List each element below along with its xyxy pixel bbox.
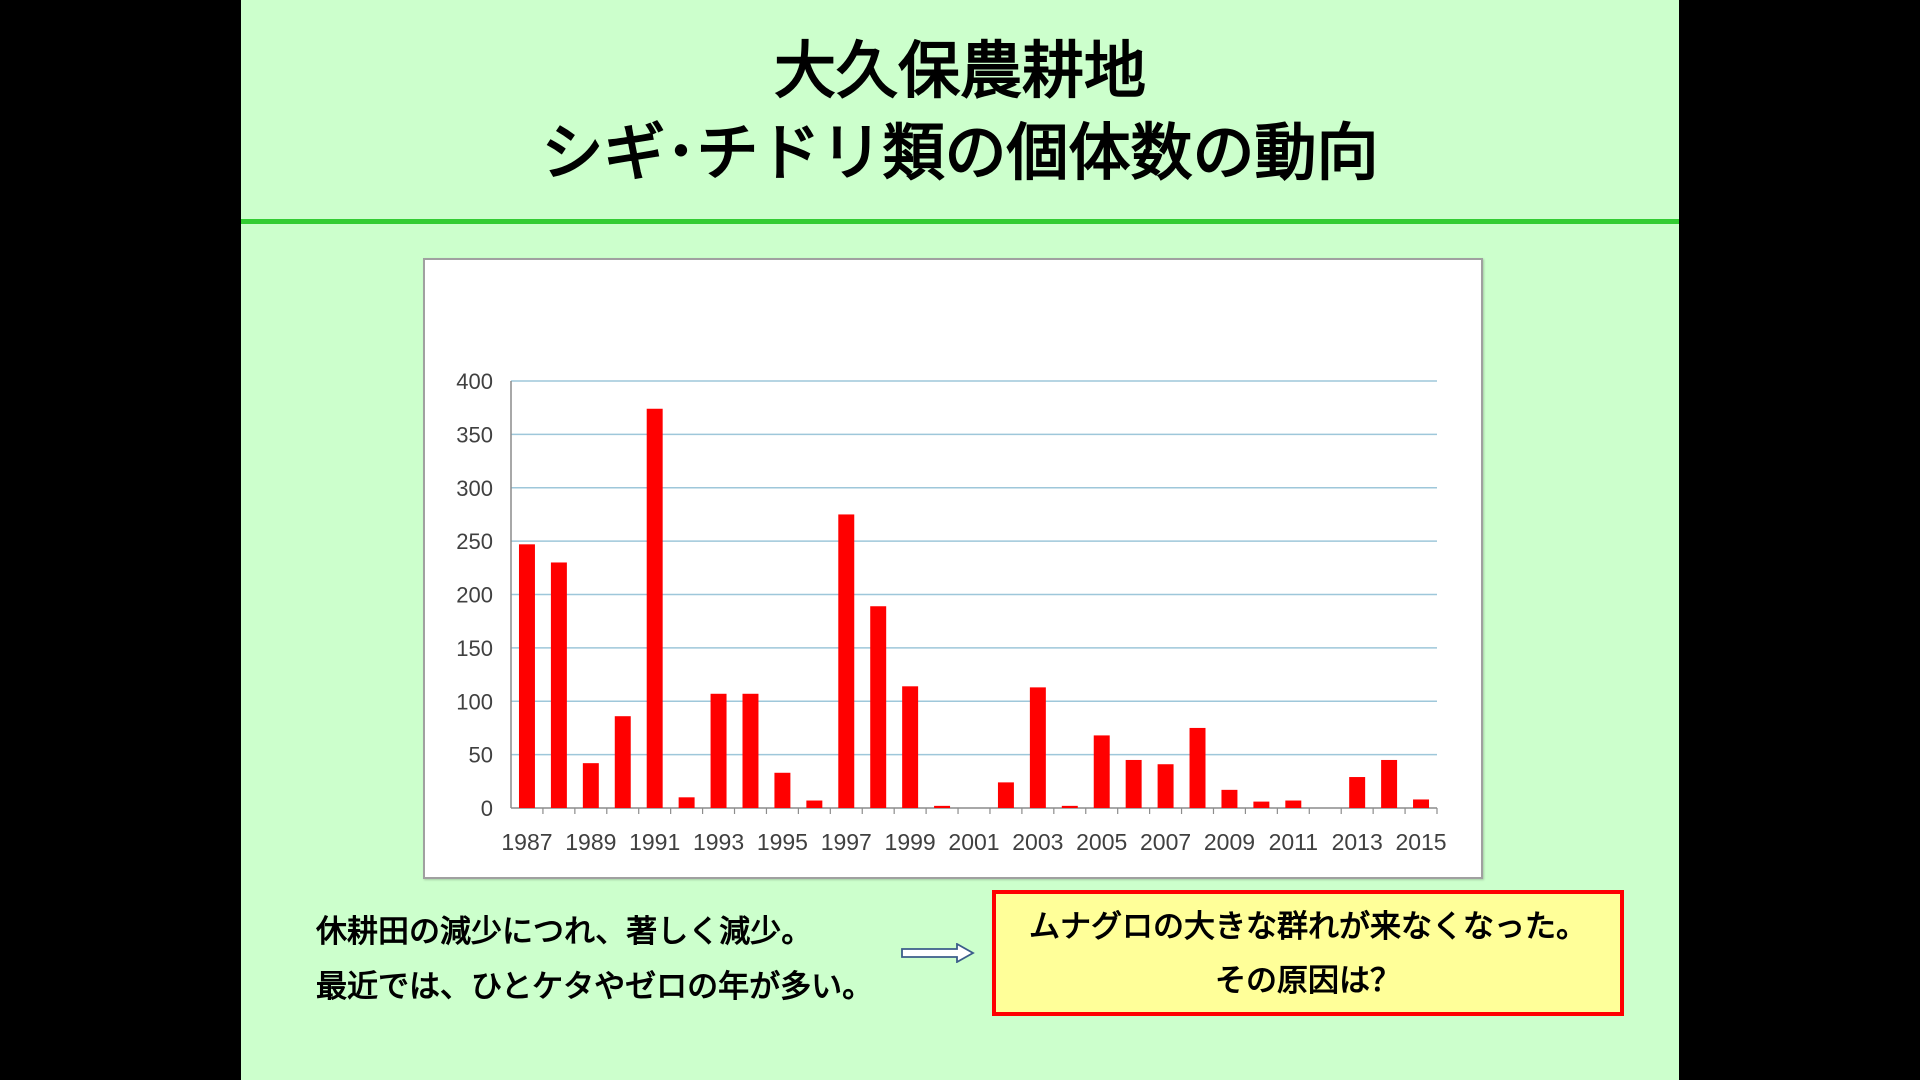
x-tick-label: 1997 xyxy=(821,829,872,855)
bar-2005 xyxy=(1093,735,1110,808)
x-tick-label: 2007 xyxy=(1140,829,1191,855)
y-tick-label: 200 xyxy=(456,583,493,608)
bar-1994 xyxy=(742,693,759,808)
callout-line-1: ムナグロの大きな群れが来なくなった。 xyxy=(1029,909,1587,945)
x-tick-label: 1989 xyxy=(565,829,616,855)
title-divider xyxy=(241,219,1679,224)
bar-2010 xyxy=(1253,801,1270,808)
x-tick-label: 2015 xyxy=(1395,829,1446,855)
bar-2009 xyxy=(1221,789,1238,808)
y-tick-label: 50 xyxy=(469,743,493,768)
chart-frame: 0 50 100 150 200 250 300 350 400 1987 1989 1991 1993… xyxy=(423,258,1483,879)
x-tick-label: 1999 xyxy=(885,829,936,855)
x-tick-label: 1995 xyxy=(757,829,808,855)
bar-2002 xyxy=(997,782,1014,808)
bar-1988 xyxy=(550,562,567,808)
bar-2008 xyxy=(1189,727,1206,808)
note-line-1: 休耕田の減少につれ、著しく減少。 xyxy=(316,914,813,950)
y-tick-label: 300 xyxy=(456,476,493,501)
x-tick-label: 1991 xyxy=(629,829,680,855)
bar-1993 xyxy=(710,693,727,808)
bar-1990 xyxy=(614,716,631,808)
y-tick-label: 0 xyxy=(481,796,493,821)
bar-1997 xyxy=(838,514,855,808)
bar-2003 xyxy=(1029,687,1046,808)
bar-1999 xyxy=(902,686,919,808)
x-tick-label: 2009 xyxy=(1204,829,1255,855)
bar-2004 xyxy=(1061,805,1078,808)
bar-1992 xyxy=(678,797,695,808)
note-line-2: 最近では、ひとケタやゼロの年が多い。 xyxy=(316,969,874,1005)
callout-line-2: その原因は？ xyxy=(1215,963,1401,999)
question-callout: ムナグロの大きな群れが来なくなった。 その原因は？ xyxy=(992,890,1624,1016)
bar-2011 xyxy=(1285,800,1302,808)
bar-1996 xyxy=(806,800,823,808)
bar-2015 xyxy=(1413,799,1430,808)
bar-2000 xyxy=(934,805,951,808)
x-tick-label: 1987 xyxy=(501,829,552,855)
x-tick-label: 2011 xyxy=(1269,829,1318,855)
y-tick-label: 250 xyxy=(456,529,493,554)
bar-2014 xyxy=(1381,759,1398,808)
bar-1995 xyxy=(774,772,791,808)
y-tick-label: 100 xyxy=(456,689,493,714)
right-arrow-icon xyxy=(901,943,975,963)
x-tick-label: 1993 xyxy=(693,829,744,855)
bar-2006 xyxy=(1125,759,1142,808)
x-tick-label: 2013 xyxy=(1332,829,1383,855)
title-line-2: シギ･チドリ類の個体数の動向 xyxy=(541,116,1379,189)
bar-chart: 0 50 100 150 200 250 300 350 400 1987 1989 1991 1993… xyxy=(456,369,1446,855)
bar-2007 xyxy=(1157,764,1174,808)
slide: 大久保農耕地 シギ･チドリ類の個体数の動向 0 50 100 150 200 250 300… xyxy=(241,0,1679,1080)
title-line-1: 大久保農耕地 xyxy=(773,34,1146,107)
bar-2013 xyxy=(1349,777,1366,808)
slide-title: 大久保農耕地 シギ･チドリ類の個体数の動向 xyxy=(241,30,1679,194)
x-tick-label: 2003 xyxy=(1012,829,1063,855)
bar-1987 xyxy=(518,544,535,808)
observation-note: 休耕田の減少につれ、著しく減少。 最近では、ひとケタやゼロの年が多い。 xyxy=(316,905,873,1015)
bar-1998 xyxy=(870,606,887,808)
y-tick-label: 350 xyxy=(456,422,493,447)
y-tick-label: 400 xyxy=(456,369,493,394)
bar-1991 xyxy=(646,408,663,808)
x-tick-label: 2001 xyxy=(948,829,999,855)
bar-1989 xyxy=(582,763,599,808)
x-tick-label: 2005 xyxy=(1076,829,1127,855)
y-tick-label: 150 xyxy=(456,636,493,661)
